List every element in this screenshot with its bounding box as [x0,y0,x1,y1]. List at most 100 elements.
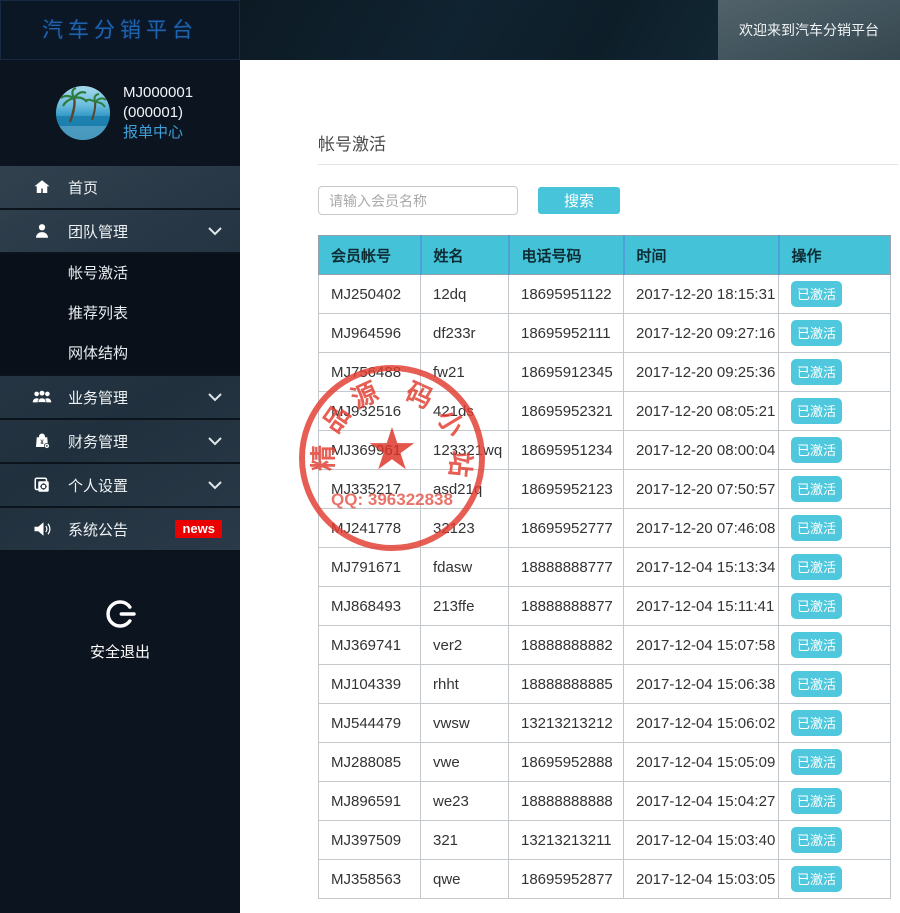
table-cell: 18695951122 [508,274,624,314]
table-cell-action: 已激活 [778,586,891,626]
sidebar-item-finance-management[interactable]: ¥ 财务管理 [0,420,240,464]
table-cell-action: 已激活 [778,469,891,509]
table-cell: 18888888885 [508,664,624,704]
table-cell: MJ896591 [318,781,421,821]
status-activated-badge[interactable]: 已激活 [791,632,843,658]
status-activated-badge[interactable]: 已激活 [791,827,843,853]
team-management-submenu: 帐号激活 推荐列表 网体结构 [0,254,240,376]
table-cell: 2017-12-04 15:03:05 [623,859,779,899]
finance-icon: ¥ [32,432,52,450]
table-cell: 32123 [420,508,509,548]
sidebar-item-label: 个人设置 [68,477,129,495]
table-cell: asd21q [420,469,509,509]
sidebar-item-team-management[interactable]: 团队管理 [0,210,240,254]
table-cell-action: 已激活 [778,391,891,431]
table-cell: 2017-12-20 09:25:36 [623,352,779,392]
status-activated-badge[interactable]: 已激活 [791,476,843,502]
table-cell: 13213213212 [508,703,624,743]
table-cell: 2017-12-20 18:15:31 [623,274,779,314]
table-row: MJ544479 vwsw 13213213212 2017-12-04 15:06:… [318,703,891,743]
table-header-row: 会员帐号 姓名 电话号码 时间 操作 [318,235,891,275]
table-cell: 421ds [420,391,509,431]
status-activated-badge[interactable]: 已激活 [791,320,843,346]
status-activated-badge[interactable]: 已激活 [791,593,843,619]
table-row: MJ241778 32123 18695952777 2017-12-20 07:46… [318,508,891,548]
sidebar-item-personal-settings[interactable]: 个人设置 [0,464,240,508]
sidebar-item-business-management[interactable]: 业务管理 [0,376,240,420]
table-cell: vwe [420,742,509,782]
chevron-down-icon [208,480,222,490]
table-cell: fw21 [420,352,509,392]
table-cell: 18695912345 [508,352,624,392]
table-cell: 13213213211 [508,820,624,860]
sidebar-item-system-announcement[interactable]: 系统公告 news [0,508,240,552]
table-cell: MJ544479 [318,703,421,743]
table-row: MJ335217 asd21q 18695952123 2017-12-20 07:5… [318,469,891,509]
sidebar-item-account-activation[interactable]: 帐号激活 [68,265,129,282]
app-logo: 汽车分销平台 [0,0,240,60]
search-input[interactable] [318,186,518,215]
table-cell: MJ397509 [318,820,421,860]
status-activated-badge[interactable]: 已激活 [791,281,843,307]
header-time: 时间 [623,235,780,275]
table-cell-action: 已激活 [778,820,891,860]
sidebar-item-home[interactable]: 首页 [0,166,240,210]
welcome-banner: 欢迎来到汽车分销平台 [718,0,900,60]
table-cell: 18695952123 [508,469,624,509]
sidebar-item-referral-list[interactable]: 推荐列表 [68,305,129,322]
table-cell: MJ756488 [318,352,421,392]
table-cell: 2017-12-20 07:46:08 [623,508,779,548]
table-cell: 18695952321 [508,391,624,431]
chevron-down-icon [208,436,222,446]
table-cell: MJ964596 [318,313,421,353]
table-cell-action: 已激活 [778,352,891,392]
table-cell: MJ932516 [318,391,421,431]
table-cell: 18888888888 [508,781,624,821]
table-cell: 18695952111 [508,313,624,353]
table-cell: fdasw [420,547,509,587]
avatar [56,86,110,140]
status-activated-badge[interactable]: 已激活 [791,749,843,775]
table-cell: MJ369961 [318,430,421,470]
status-activated-badge[interactable]: 已激活 [791,671,843,697]
table-row: MJ868493 213ffe 18888888877 2017-12-04 15:1… [318,586,891,626]
sidebar-item-network-structure[interactable]: 网体结构 [68,345,129,362]
status-activated-badge[interactable]: 已激活 [791,866,843,892]
table-row: MJ104339 rhht 18888888885 2017-12-04 15:06:… [318,664,891,704]
chevron-down-icon [208,392,222,402]
status-activated-badge[interactable]: 已激活 [791,359,843,385]
table-row: MJ964596 df233r 18695952111 2017-12-20 09:2… [318,313,891,353]
status-activated-badge[interactable]: 已激活 [791,710,843,736]
table-cell: 2017-12-04 15:05:09 [623,742,779,782]
table-cell: 2017-12-20 07:50:57 [623,469,779,509]
table-row: MJ791671 fdasw 18888888777 2017-12-04 15:13… [318,547,891,587]
table-row: MJ932516 421ds 18695952321 2017-12-20 08:05… [318,391,891,431]
power-icon [106,600,136,628]
status-activated-badge[interactable]: 已激活 [791,515,843,541]
home-icon [32,178,52,196]
top-bar: 汽车分销平台 欢迎来到汽车分销平台 [0,0,900,60]
table-cell: MJ104339 [318,664,421,704]
table-cell: ver2 [420,625,509,665]
table-cell-action: 已激活 [778,547,891,587]
table-cell: 2017-12-04 15:07:58 [623,625,779,665]
table-cell-action: 已激活 [778,625,891,665]
table-cell-action: 已激活 [778,664,891,704]
user-role-link[interactable]: 报单中心 [123,124,184,141]
news-badge: news [175,520,222,538]
table-cell: 2017-12-04 15:06:38 [623,664,779,704]
table-cell: 18695952888 [508,742,624,782]
table-row: MJ756488 fw21 18695912345 2017-12-20 09:25:… [318,352,891,392]
sidebar-item-label: 业务管理 [68,389,129,407]
status-activated-badge[interactable]: 已激活 [791,398,843,424]
logout-button[interactable]: 安全退出 [0,598,240,662]
table-cell-action: 已激活 [778,313,891,353]
header-name: 姓名 [420,235,510,275]
search-button[interactable]: 搜索 [538,187,620,214]
status-activated-badge[interactable]: 已激活 [791,554,843,580]
status-activated-badge[interactable]: 已激活 [791,788,843,814]
status-activated-badge[interactable]: 已激活 [791,437,843,463]
table-cell: 18695952777 [508,508,624,548]
table-cell: MJ335217 [318,469,421,509]
table-cell: MJ369741 [318,625,421,665]
